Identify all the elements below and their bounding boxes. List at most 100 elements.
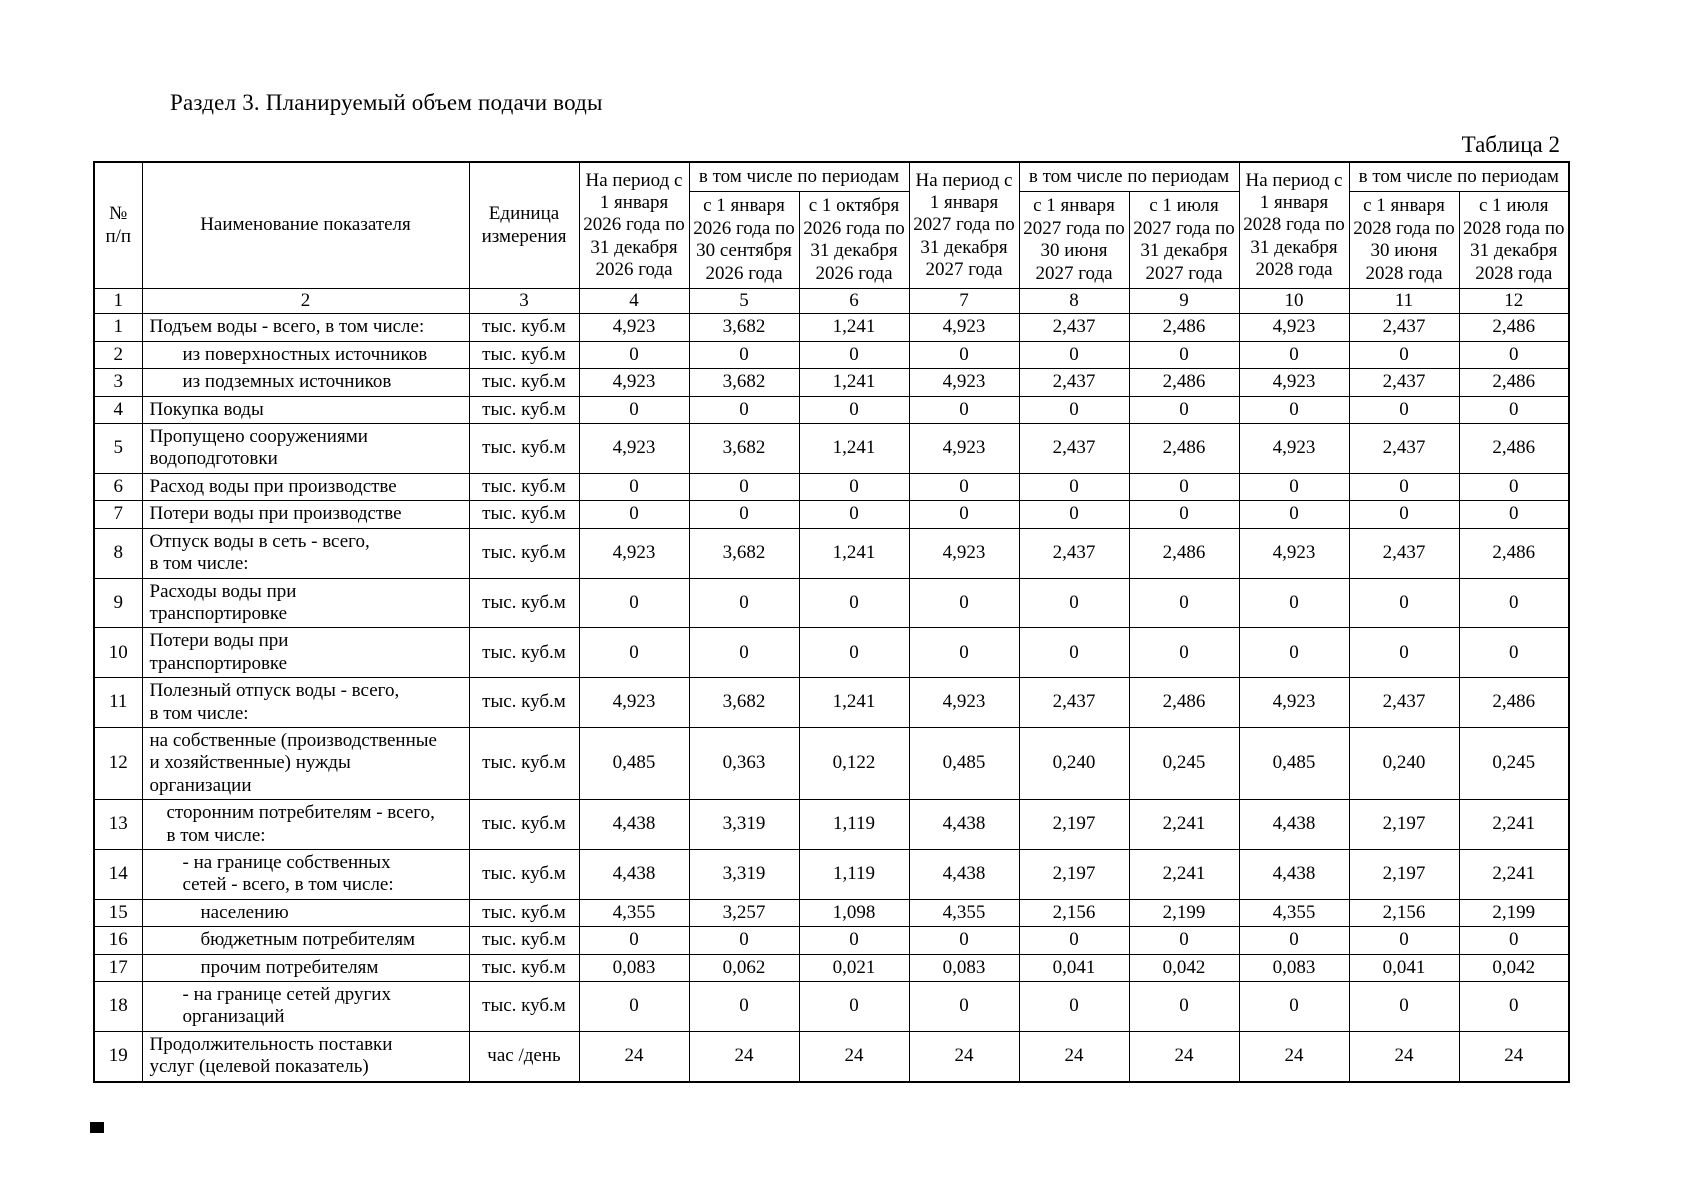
value-cell: 0,041	[1348, 953, 1460, 983]
indicator-name-cell: Отпуск воды в сеть - всего, в том числе:	[141, 527, 470, 579]
value-cell: 0	[578, 340, 690, 370]
table-row: 18- на границе сетей других организаций т…	[93, 981, 1570, 1032]
value-cell: 2,486	[1458, 368, 1570, 397]
value-cell: 24	[1018, 1030, 1130, 1083]
value-cell: 0	[1348, 472, 1460, 502]
value-cell: 4,923	[908, 368, 1020, 397]
row-number-cell: 17	[93, 953, 143, 983]
value-cell: 0	[1238, 340, 1350, 370]
unit-cell: тыс. куб.м	[468, 472, 580, 502]
value-cell: 0	[1348, 627, 1460, 679]
value-cell: 0	[1018, 500, 1130, 529]
unit-cell: тыс. куб.м	[468, 423, 580, 474]
header-subperiod-2027-2: с 1 июля 2027 года по 31 декабря 2027 го…	[1128, 191, 1240, 290]
value-cell: 0	[1348, 577, 1460, 629]
column-number-cell: 9	[1128, 288, 1240, 315]
table-row: 11 Полезный отпуск воды - всего, в том чи…	[93, 677, 1570, 728]
value-cell: 4,923	[578, 677, 690, 728]
value-cell: 0	[1458, 472, 1570, 502]
value-cell: 0,245	[1128, 726, 1240, 801]
value-cell: 0,245	[1458, 726, 1570, 801]
value-cell: 4,438	[908, 799, 1020, 850]
value-cell: 0	[1458, 395, 1570, 425]
value-cell: 4,923	[578, 313, 690, 342]
indicator-name-cell: Продолжительность поставки услуг (целево…	[141, 1030, 470, 1083]
unit-cell: тыс. куб.м	[468, 340, 580, 370]
value-cell: 2,437	[1348, 527, 1460, 579]
value-cell: 2,437	[1018, 677, 1130, 728]
value-cell: 0	[1348, 926, 1460, 955]
value-cell: 3,682	[688, 313, 800, 342]
value-cell: 4,923	[1238, 368, 1350, 397]
header-unit: Единица измерения	[468, 161, 580, 290]
header-period-2026: На период с 1 января 2026 года по 31 дек…	[578, 161, 690, 290]
value-cell: 2,241	[1458, 848, 1570, 900]
value-cell: 0	[578, 500, 690, 529]
value-cell: 2,437	[1348, 677, 1460, 728]
value-cell: 2,486	[1128, 313, 1240, 342]
value-cell: 2,437	[1018, 368, 1130, 397]
header-subperiod-2026-2: с 1 октября 2026 года по 31 декабря 2026…	[798, 191, 910, 290]
row-number-cell: 7	[93, 500, 143, 529]
value-cell: 2,486	[1458, 423, 1570, 474]
value-cell: 0	[1348, 500, 1460, 529]
row-number-cell: 4	[93, 395, 143, 425]
value-cell: 0	[688, 395, 800, 425]
value-cell: 0	[908, 500, 1020, 529]
column-number-cell: 8	[1018, 288, 1130, 315]
column-number-cell: 3	[468, 288, 580, 315]
value-cell: 4,438	[908, 848, 1020, 900]
value-cell: 3,682	[688, 527, 800, 579]
value-cell: 1,119	[798, 799, 910, 850]
row-number-cell: 3	[93, 368, 143, 397]
value-cell: 0,485	[578, 726, 690, 801]
value-cell: 24	[1238, 1030, 1350, 1083]
indicator-name-cell: Пропущено сооружениями водоподготовки	[141, 423, 470, 474]
value-cell: 2,197	[1348, 799, 1460, 850]
table-row: 5 Пропущено сооружениями водоподготовки ты…	[93, 423, 1570, 474]
value-cell: 0	[1458, 926, 1570, 955]
row-number-cell: 9	[93, 577, 143, 629]
value-cell: 3,319	[688, 799, 800, 850]
unit-cell: тыс. куб.м	[468, 981, 580, 1032]
column-numbers-row: 1 2 3 4 5 6 7 8 9 10 11 12	[93, 288, 1570, 315]
value-cell: 4,923	[908, 423, 1020, 474]
value-cell: 0	[1238, 472, 1350, 502]
indicator-name-cell: Расходы воды при транспортировке	[141, 577, 470, 629]
value-cell: 4,923	[1238, 423, 1350, 474]
value-cell: 0,240	[1018, 726, 1130, 801]
column-number-cell: 6	[798, 288, 910, 315]
value-cell: 1,241	[798, 677, 910, 728]
water-supply-table: № п/п Наименование показателя Единица из…	[93, 161, 1570, 1083]
table-row: 3 из подземных источников тыс. куб.м 4,923 3…	[93, 368, 1570, 397]
unit-cell: тыс. куб.м	[468, 627, 580, 679]
table-body: 1 2 3 4 5 6 7 8 9 10 11 12 1 Подъем воды - всего, в т…	[93, 288, 1570, 1083]
row-number-cell: 19	[93, 1030, 143, 1083]
value-cell: 0	[908, 981, 1020, 1032]
value-cell: 0	[578, 981, 690, 1032]
value-cell: 2,437	[1348, 313, 1460, 342]
unit-cell: тыс. куб.м	[468, 395, 580, 425]
header-subperiod-2026-1: с 1 января 2026 года по 30 сентября 2026…	[688, 191, 800, 290]
value-cell: 4,355	[908, 898, 1020, 928]
value-cell: 0,083	[578, 953, 690, 983]
unit-cell: тыс. куб.м	[468, 799, 580, 850]
value-cell: 0	[1238, 395, 1350, 425]
value-cell: 2,437	[1348, 368, 1460, 397]
indicator-name-cell: из подземных источников	[141, 368, 470, 397]
row-number-cell: 16	[93, 926, 143, 955]
value-cell: 24	[1128, 1030, 1240, 1083]
value-cell: 0	[688, 981, 800, 1032]
value-cell: 2,199	[1458, 898, 1570, 928]
table-row: 16 бюджетным потребителям тыс. куб.м 0 0 0 0 0 0…	[93, 926, 1570, 955]
value-cell: 0	[1458, 340, 1570, 370]
value-cell: 2,241	[1458, 799, 1570, 850]
value-cell: 0	[798, 926, 910, 955]
value-cell: 2,197	[1348, 848, 1460, 900]
header-subperiod-2028-2: с 1 июля 2028 года по 31 декабря 2028 го…	[1458, 191, 1570, 290]
value-cell: 4,923	[908, 313, 1020, 342]
value-cell: 1,241	[798, 423, 910, 474]
header-period-2027: На период с 1 января 2027 года по 31 дек…	[908, 161, 1020, 290]
value-cell: 2,486	[1458, 313, 1570, 342]
value-cell: 4,438	[1238, 799, 1350, 850]
